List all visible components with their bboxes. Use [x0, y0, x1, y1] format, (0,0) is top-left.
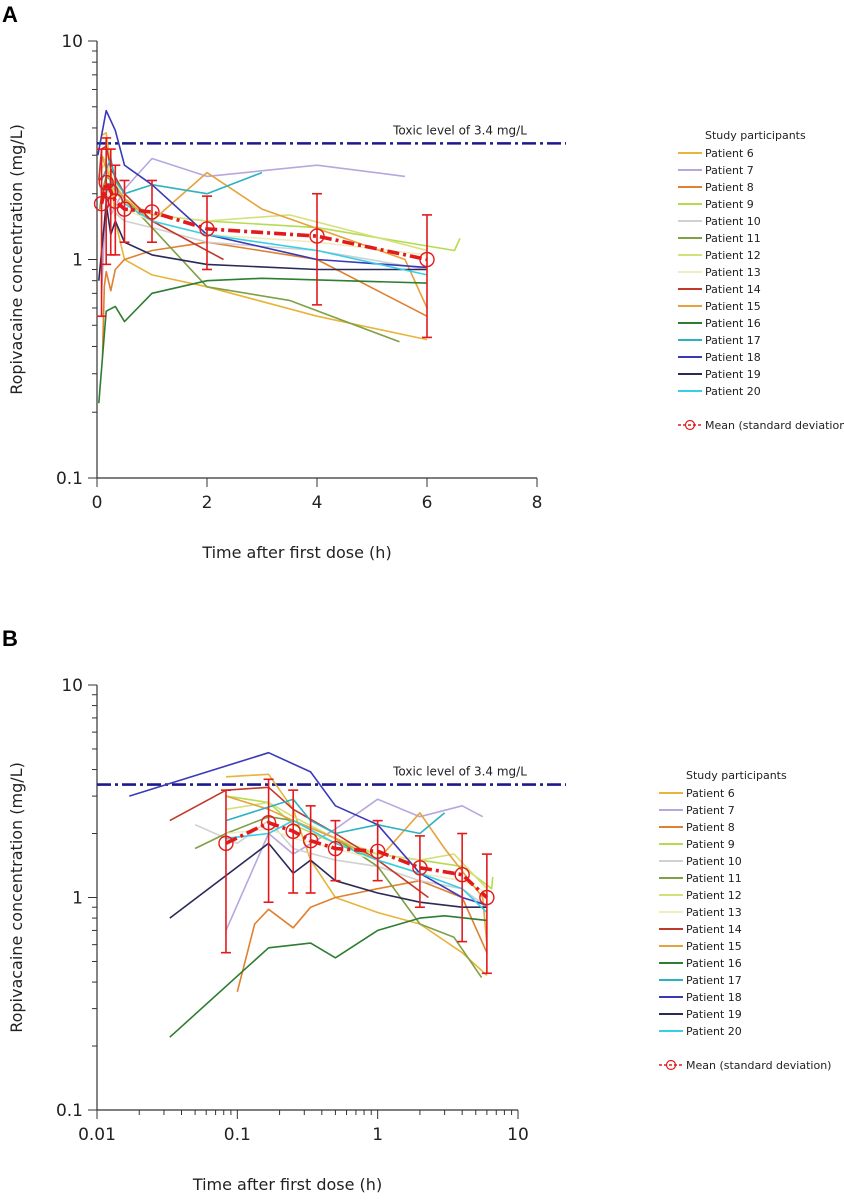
series-line-patient-18 — [97, 109, 428, 269]
series-line-patient-7 — [225, 798, 484, 931]
series-line-patient-8 — [236, 879, 488, 992]
y-tick-label: 10 — [61, 676, 83, 696]
legend-item: Patient 17 — [705, 334, 761, 347]
legend-title: Study participants — [705, 129, 806, 142]
y-tick-label: 0.1 — [56, 1101, 83, 1121]
toxic-level-label: Toxic level of 3.4 mg/L — [392, 123, 527, 137]
mean-line — [225, 820, 489, 899]
panel-b-letter: B — [2, 626, 18, 651]
panel-a-chart: 0.1 1 10 0 2 4 6 8 Time after first dose (h) Ropi… — [7, 32, 844, 562]
x-tick-label: 4 — [312, 493, 323, 513]
series-line-patient-6 — [225, 773, 488, 976]
legend-item: Patient 8 — [686, 821, 735, 834]
y-tick-label: 1 — [72, 251, 83, 271]
x-tick-label: 0.01 — [78, 1125, 116, 1145]
mean-point — [454, 867, 470, 883]
legend-item: Patient 14 — [705, 283, 761, 296]
legend-item: Patient 19 — [705, 368, 761, 381]
panel-a-letter: A — [2, 2, 18, 27]
legend-item: Patient 15 — [686, 940, 742, 953]
legend-item: Patient 20 — [686, 1025, 742, 1038]
legend-item: Patient 10 — [705, 215, 761, 228]
legend-item: Patient 11 — [686, 872, 742, 885]
legend-item: Patient 16 — [686, 957, 742, 970]
mean-point — [412, 860, 428, 876]
legend-item: Patient 9 — [705, 198, 754, 211]
mean-point — [98, 174, 114, 191]
legend-title: Study participants — [686, 769, 787, 782]
legend-item: Patient 7 — [686, 804, 735, 817]
x-tick-label: 10 — [507, 1125, 529, 1145]
legend-item: Patient 17 — [686, 974, 742, 987]
legend-item: Patient 18 — [705, 351, 761, 364]
mean-point — [260, 814, 277, 831]
series-line-patient-15 — [100, 154, 428, 309]
y-tick-label: 10 — [61, 32, 83, 52]
series-line-patient-18 — [129, 751, 488, 906]
legend-item: Patient 14 — [686, 923, 742, 936]
legend-item: Patient 13 — [705, 266, 761, 279]
legend-mean-label: Mean (standard deviation) — [705, 419, 844, 432]
legend-item: Patient 16 — [705, 317, 761, 330]
legend-item: Patient 20 — [705, 385, 761, 398]
legend-item: Patient 19 — [686, 1008, 742, 1021]
x-tick-label: 2 — [202, 493, 213, 513]
legend-item: Patient 6 — [705, 147, 754, 160]
series-line-patient-13 — [101, 188, 428, 256]
mean-point — [302, 833, 319, 849]
mean-point — [369, 843, 386, 859]
legend-item: Patient 10 — [686, 855, 742, 868]
mean-point — [479, 889, 495, 906]
x-axis-label: Time after first dose (h) — [201, 543, 391, 562]
y-axis-label: Ropivacaine concentration (mg/L) — [7, 762, 26, 1033]
legend-item: Patient 11 — [705, 232, 761, 245]
x-tick-label: 0 — [92, 493, 103, 513]
y-tick-label: 1 — [72, 889, 83, 909]
legend-item: Patient 6 — [686, 787, 735, 800]
series-line-patient-8 — [101, 241, 428, 357]
mean-point — [419, 251, 435, 268]
mean-point — [218, 835, 234, 851]
legend-item: Patient 12 — [686, 889, 742, 902]
mean-point — [116, 201, 133, 217]
legend-mean-marker — [665, 1059, 677, 1071]
mean-point — [285, 823, 301, 839]
mean-point — [103, 183, 119, 200]
x-tick-label: 0.1 — [224, 1125, 251, 1145]
legend-item: Patient 18 — [686, 991, 742, 1004]
legend-item: Patient 15 — [705, 300, 761, 313]
mean-point — [107, 193, 124, 209]
series-line-patient-6 — [101, 132, 428, 341]
y-tick-label: 0.1 — [56, 469, 83, 489]
legend-item: Patient 9 — [686, 838, 735, 851]
mean-point — [327, 840, 344, 857]
series-line-patient-16 — [169, 914, 487, 1038]
mean-point — [199, 221, 215, 237]
legend-mean-marker — [684, 419, 696, 431]
x-axis-label: Time after first dose (h) — [192, 1175, 382, 1194]
x-tick-label: 6 — [422, 493, 433, 513]
panel-b-chart: 0.1 1 10 0.01 0.1 1 10 Time after first dose (h… — [7, 676, 831, 1194]
legend-item: Patient 12 — [705, 249, 761, 262]
mean-point — [309, 228, 325, 244]
legend-mean-label: Mean (standard deviation) — [686, 1059, 831, 1072]
series-line-patient-16 — [98, 277, 428, 404]
x-tick-label: 1 — [372, 1125, 383, 1145]
y-axis-label: Ropivacaine concentration (mg/L) — [7, 124, 26, 395]
x-tick-label: 8 — [532, 493, 543, 513]
series-line-patient-12 — [100, 161, 428, 252]
mean-point — [144, 204, 160, 220]
series-line-patient-20 — [225, 819, 488, 914]
legend-item: Patient 7 — [705, 164, 754, 177]
toxic-level-label: Toxic level of 3.4 mg/L — [392, 765, 527, 779]
legend-item: Patient 8 — [705, 181, 754, 194]
legend-item: Patient 13 — [686, 906, 742, 919]
